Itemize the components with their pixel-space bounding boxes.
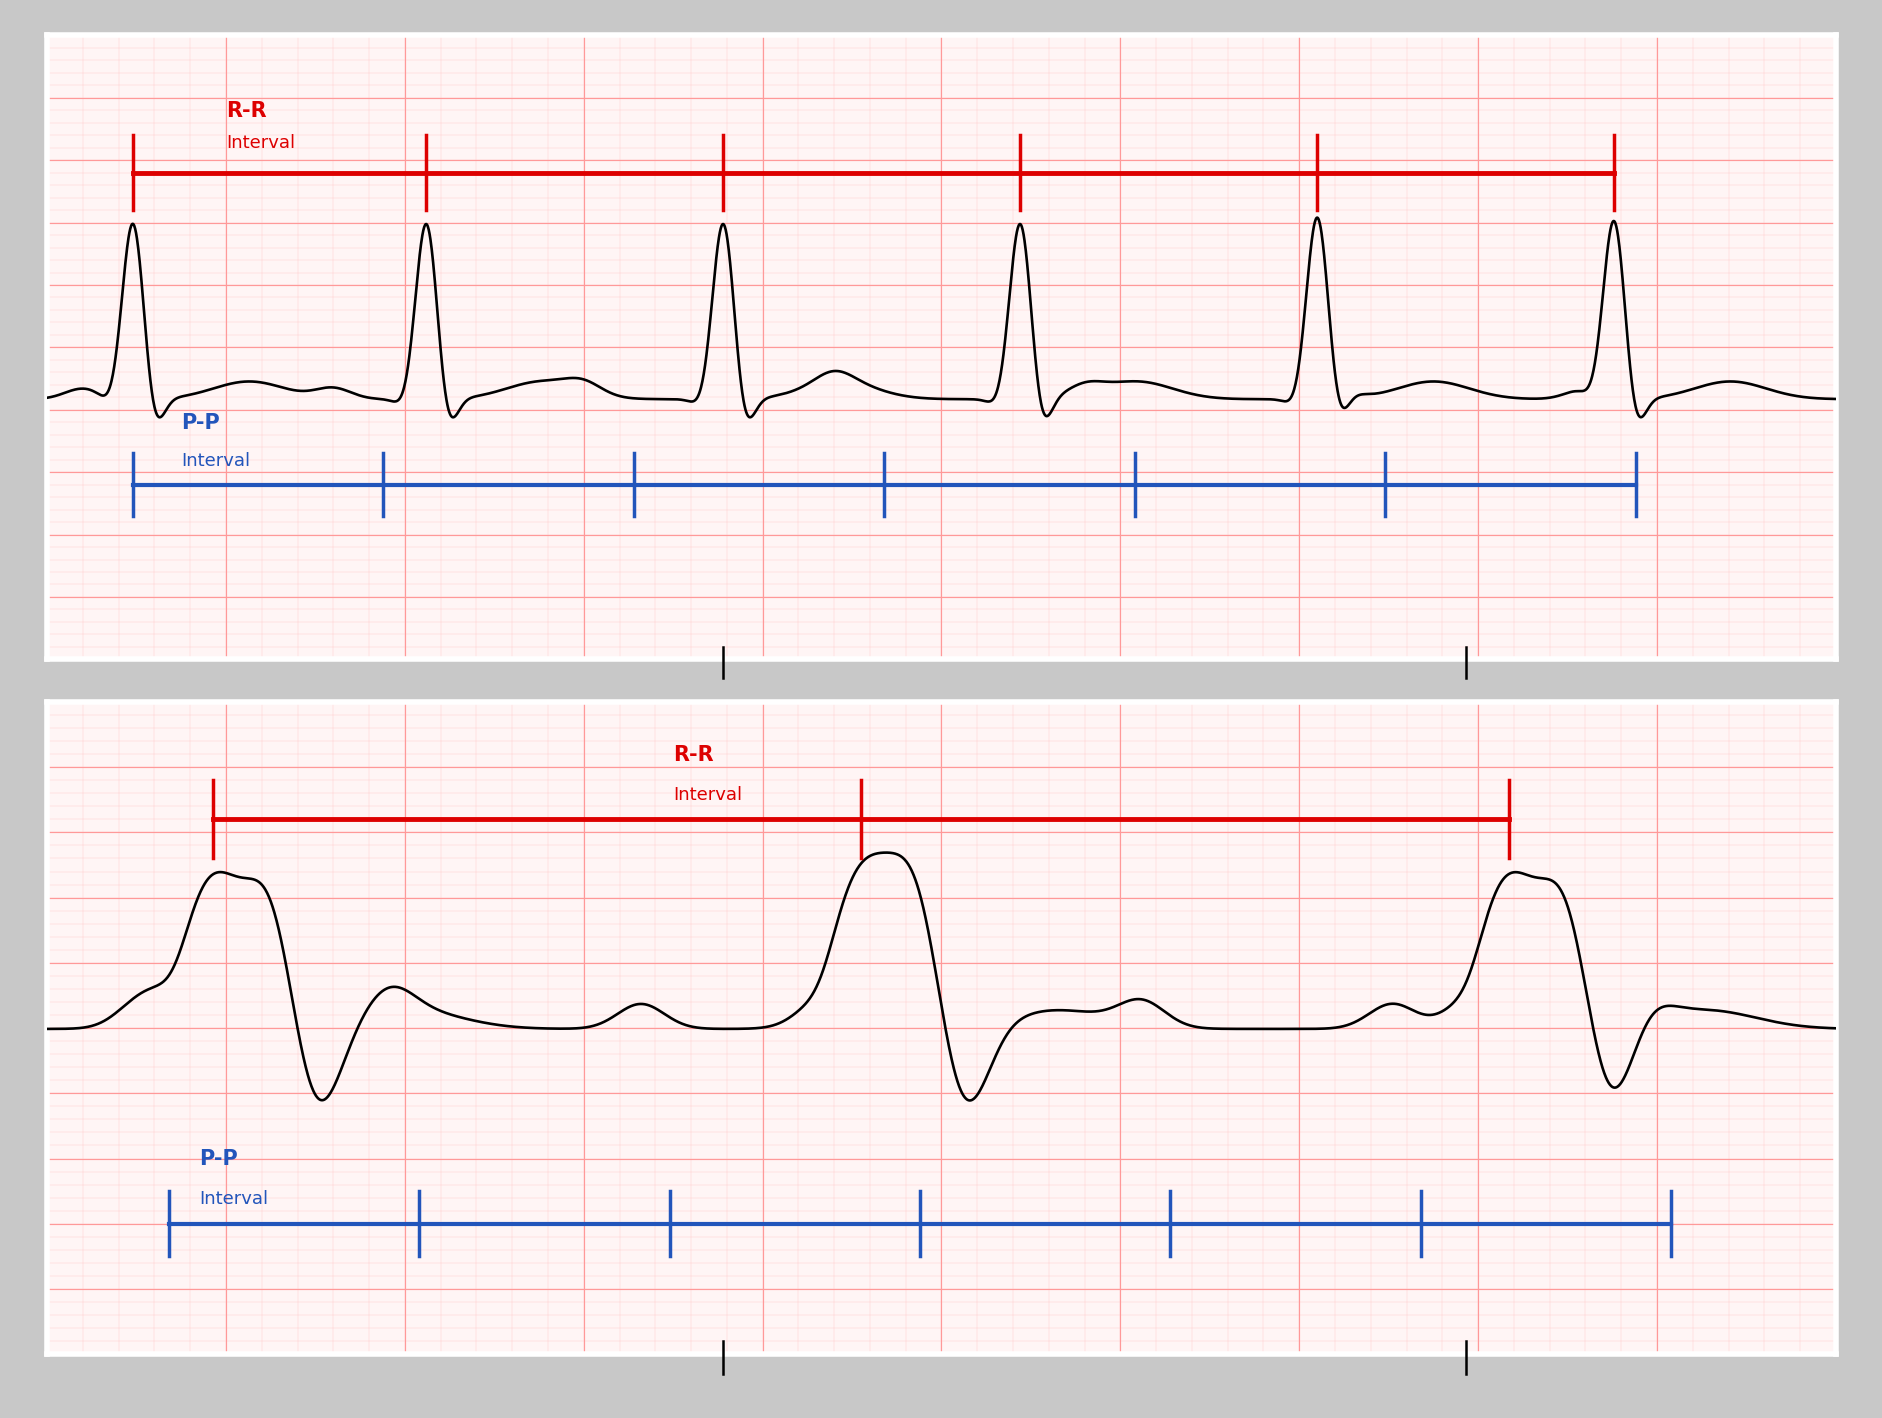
Text: Interval: Interval: [199, 1190, 267, 1208]
Text: Interval: Interval: [674, 786, 742, 804]
Text: P-P: P-P: [199, 1149, 237, 1168]
Text: P-P: P-P: [181, 413, 220, 432]
Text: R-R: R-R: [226, 101, 267, 121]
Text: R-R: R-R: [674, 744, 713, 764]
Text: Interval: Interval: [181, 452, 250, 469]
Text: Interval: Interval: [226, 133, 295, 152]
